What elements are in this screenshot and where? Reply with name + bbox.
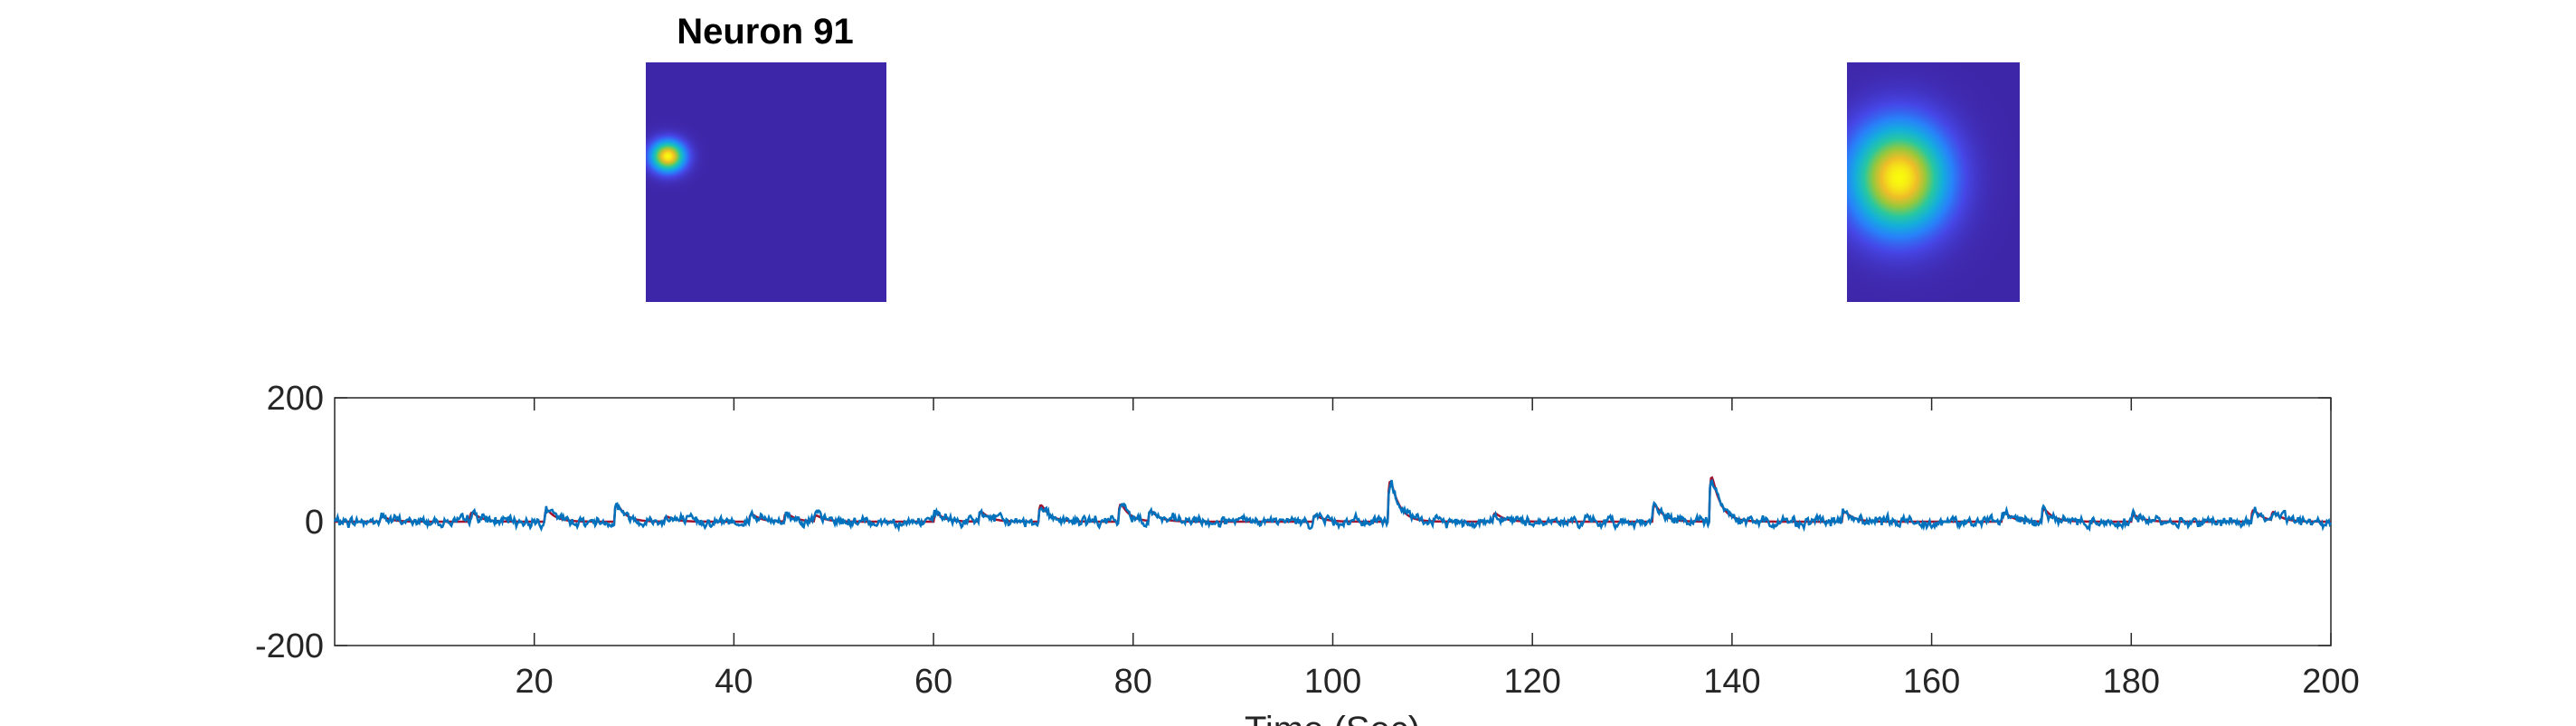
y-tick-label: 200 [267,380,324,418]
x-ticks: 20 40 60 80 100 120 140 160 180 200 [516,398,2360,701]
footprint-heatmap-left [646,62,886,302]
raw-trace-line [333,478,2333,533]
x-axis-label: Time (Sec) [1245,710,1420,726]
x-tick-label: 160 [1903,663,1960,701]
chart-title: Neuron 91 [677,12,854,52]
x-tick-label: 200 [2302,663,2359,701]
footprint-panel-left [646,62,886,302]
x-tick-label: 80 [1114,663,1152,701]
footprint-heatmap-right [1847,62,2020,302]
x-tick-label: 180 [2103,663,2160,701]
x-tick-label: 40 [715,663,753,701]
footprint-panel-right [1847,62,2020,302]
x-tick-label: 140 [1703,663,1760,701]
x-tick-label: 120 [1503,663,1560,701]
y-tick-label: -200 [255,627,324,665]
y-ticks: -200 0 200 [255,380,2331,665]
x-tick-label: 60 [914,663,952,701]
x-tick-label: 20 [516,663,554,701]
fitted-trace-line [335,476,2331,523]
y-tick-label: 0 [305,504,324,542]
trace-axes: 20 40 60 80 100 120 140 160 180 200 -200 0 200 Time… [255,380,2360,726]
x-tick-label: 100 [1304,663,1361,701]
traces [333,476,2333,533]
